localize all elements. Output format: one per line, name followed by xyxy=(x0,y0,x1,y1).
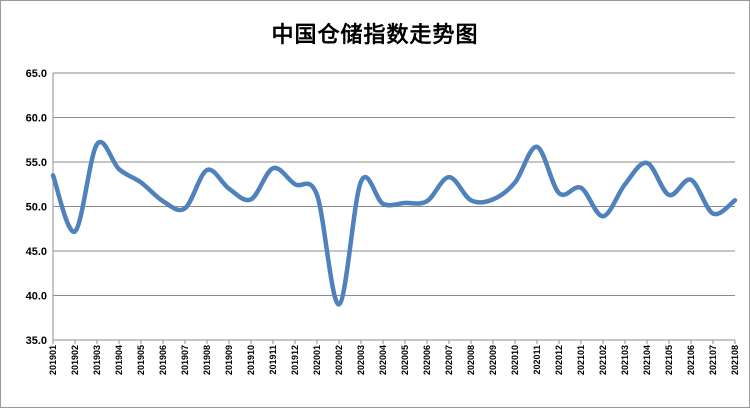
y-tick-label: 55.0 xyxy=(26,157,47,169)
series-line xyxy=(50,139,738,307)
x-tick-label: 202002 xyxy=(334,345,344,375)
x-tick-label: 202101 xyxy=(576,345,586,375)
data-point xyxy=(293,182,297,186)
y-tick-label: 40.0 xyxy=(26,291,47,303)
y-tick-label: 35.0 xyxy=(26,335,47,347)
y-tick-label: 45.0 xyxy=(26,246,47,258)
x-tick-label: 202005 xyxy=(400,345,410,375)
data-point xyxy=(95,142,99,146)
data-point xyxy=(535,145,539,149)
x-tick-label: 201909 xyxy=(224,345,234,375)
data-point xyxy=(733,198,737,202)
x-tick-label: 202009 xyxy=(488,345,498,375)
data-point xyxy=(469,198,473,202)
data-point xyxy=(711,212,715,216)
data-point xyxy=(425,199,429,203)
data-point xyxy=(667,193,671,197)
data-point xyxy=(271,166,275,170)
data-point xyxy=(73,229,77,233)
x-tick-label: 202001 xyxy=(312,345,322,375)
x-tick-label: 202010 xyxy=(510,345,520,375)
data-point xyxy=(359,180,363,184)
y-tick-label: 60.0 xyxy=(26,113,47,125)
data-point xyxy=(513,180,517,184)
x-tick-label: 202012 xyxy=(554,345,564,375)
data-point xyxy=(315,193,319,197)
x-tick-label: 202006 xyxy=(422,345,432,375)
x-tick-label: 201904 xyxy=(114,345,124,375)
x-tick-label: 202107 xyxy=(708,345,718,375)
data-point xyxy=(205,168,209,172)
data-point xyxy=(183,206,187,210)
data-point xyxy=(403,201,407,205)
x-tick-label: 201905 xyxy=(136,345,146,375)
x-tick-label: 202008 xyxy=(466,345,476,375)
data-point xyxy=(337,302,341,306)
x-tick-label: 202011 xyxy=(532,345,542,375)
y-tick-label: 50.0 xyxy=(26,202,47,214)
x-tick-label: 201912 xyxy=(290,345,300,375)
x-tick-label: 201903 xyxy=(92,345,102,375)
x-tick-label: 201907 xyxy=(180,345,190,375)
data-point xyxy=(51,173,55,177)
data-point xyxy=(557,191,561,195)
x-tick-label: 201906 xyxy=(158,345,168,375)
x-tick-label: 202104 xyxy=(642,345,652,375)
data-point xyxy=(139,180,143,184)
data-point xyxy=(161,199,165,203)
data-point xyxy=(249,197,253,201)
x-tick-label: 202106 xyxy=(686,345,696,375)
data-point xyxy=(227,187,231,191)
data-point xyxy=(689,178,693,182)
x-tick-label: 202108 xyxy=(730,345,740,375)
chart-title: 中国仓储指数走势图 xyxy=(271,23,479,48)
data-point xyxy=(491,197,495,201)
data-point xyxy=(117,167,121,171)
x-tick-label: 201901 xyxy=(48,345,58,375)
data-point xyxy=(447,175,451,179)
x-tick-label: 201902 xyxy=(70,345,80,375)
x-tick-label: 201908 xyxy=(202,345,212,375)
y-tick-label: 65.0 xyxy=(26,68,47,80)
x-tick-label: 202004 xyxy=(378,345,388,375)
x-tick-label: 202105 xyxy=(664,345,674,375)
x-tick-label: 202007 xyxy=(444,345,454,375)
data-point xyxy=(381,202,385,206)
data-point xyxy=(579,186,583,190)
data-point xyxy=(623,182,627,186)
data-point xyxy=(645,161,649,165)
x-tick-label: 202102 xyxy=(598,345,608,375)
x-tick-label: 201911 xyxy=(268,345,278,375)
data-point xyxy=(601,214,605,218)
x-tick-label: 202103 xyxy=(620,345,630,375)
x-tick-label: 201910 xyxy=(246,345,256,375)
x-tick-label: 202003 xyxy=(356,345,366,375)
